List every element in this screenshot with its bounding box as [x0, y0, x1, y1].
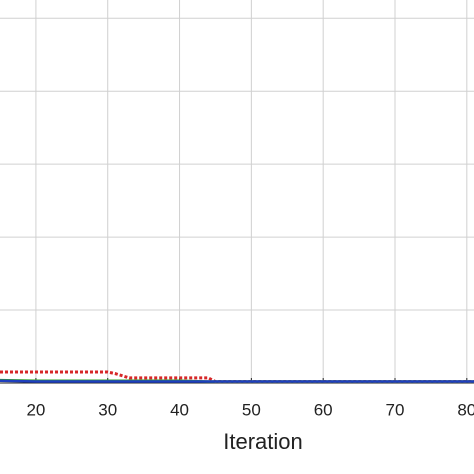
x-tick-label: 60 — [314, 400, 333, 419]
series-line — [0, 379, 474, 383]
x-tick-label: 30 — [98, 400, 117, 419]
x-tick-label: 50 — [242, 400, 261, 419]
series-line — [0, 370, 474, 384]
x-tick-label: 40 — [170, 400, 189, 419]
x-tick-label: 70 — [386, 400, 405, 419]
x-tick-label: 20 — [26, 400, 45, 419]
x-tick-label: 80 — [457, 400, 474, 419]
x-axis-label: Iteration — [223, 429, 303, 454]
